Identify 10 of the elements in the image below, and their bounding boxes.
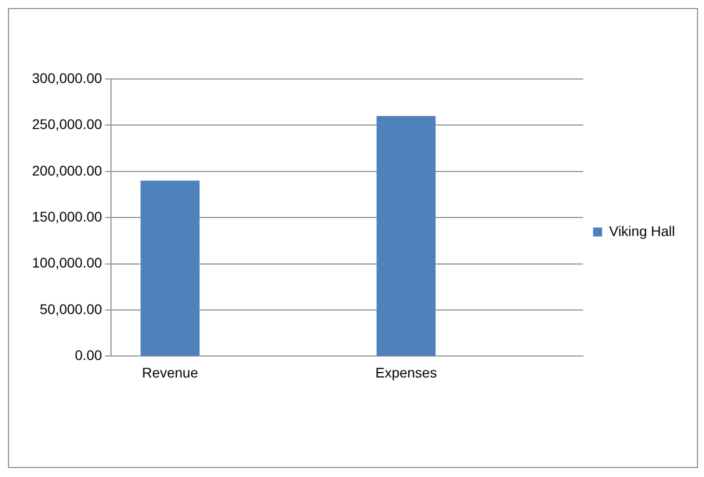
legend-label: Viking Hall xyxy=(609,222,676,239)
y-tick-label: 50,000.00 xyxy=(40,300,102,317)
y-tick-label: 300,000.00 xyxy=(32,70,102,86)
x-tick-label: Expenses xyxy=(375,364,437,380)
y-tick-label: 100,000.00 xyxy=(32,254,102,271)
y-tick-label: 0.00 xyxy=(74,347,102,364)
y-tick-label: 150,000.00 xyxy=(32,208,102,224)
y-tick-label: 250,000.00 xyxy=(32,116,102,132)
x-tick-label: Revenue xyxy=(142,364,198,380)
y-tick-label: 200,000.00 xyxy=(32,162,102,178)
